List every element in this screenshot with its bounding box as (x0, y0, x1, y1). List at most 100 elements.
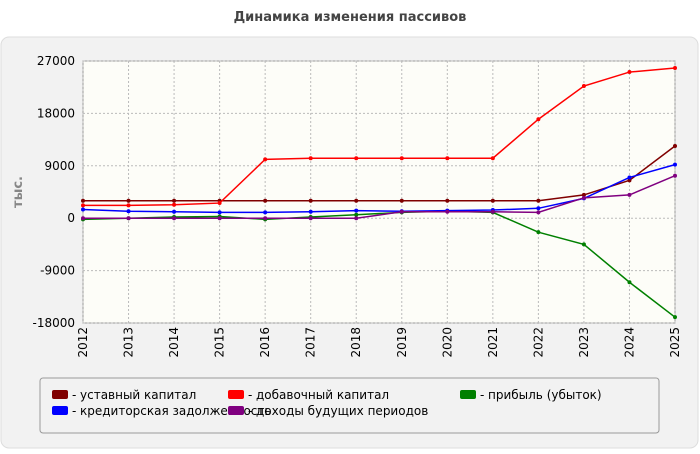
point (354, 216, 359, 221)
point (445, 209, 450, 214)
point (263, 210, 268, 215)
y-tick-label: 18000 (37, 106, 75, 120)
legend-label: доходы будущих периодов (256, 404, 428, 418)
point (217, 210, 222, 215)
plot-area (82, 60, 676, 324)
point (536, 206, 541, 211)
series-line (83, 67, 676, 207)
y-tick-label: 9000 (44, 159, 75, 173)
y-tick-label: -9000 (40, 264, 75, 278)
x-tick-label: 2019 (395, 327, 409, 358)
point (81, 203, 85, 208)
point (673, 162, 677, 167)
point (126, 198, 131, 203)
point (126, 209, 131, 214)
legend-label: добавочный капитал (256, 388, 389, 402)
point (581, 195, 586, 200)
point (627, 280, 632, 285)
y-tick-label: 0 (67, 211, 75, 225)
point (308, 156, 313, 161)
point (126, 216, 131, 221)
point (673, 65, 677, 70)
point (308, 198, 313, 203)
x-tick-label: 2021 (486, 327, 500, 358)
point (217, 216, 222, 221)
x-tick-label: 2016 (258, 327, 272, 358)
point (354, 208, 359, 213)
legend-label: кредиторская задолженность (80, 404, 271, 418)
x-tick-label: 2013 (122, 327, 136, 358)
point (172, 198, 177, 203)
series-line (82, 210, 676, 318)
legend (39, 377, 660, 434)
point (673, 173, 677, 178)
point (172, 216, 177, 221)
point (172, 202, 177, 207)
point (627, 70, 632, 75)
point (490, 198, 495, 203)
point (627, 175, 632, 180)
x-tick-label: 2017 (304, 327, 318, 358)
legend-swatch (52, 390, 68, 399)
point (490, 156, 495, 161)
y-axis-label: тыс. (11, 176, 26, 208)
legend-swatch (228, 406, 244, 415)
point (627, 192, 632, 197)
series-line (83, 175, 676, 219)
legend-label: прибыль (убыток) (488, 388, 602, 402)
legend-swatch (228, 390, 244, 399)
x-tick-label: 2024 (622, 327, 636, 358)
point (308, 209, 313, 214)
point (673, 144, 677, 149)
point (399, 198, 404, 203)
legend-label: уставный капитал (80, 388, 196, 402)
point (445, 156, 450, 161)
point (354, 198, 359, 203)
legend-dash: - (480, 388, 484, 402)
legend-swatch (460, 390, 476, 399)
x-tick-label: 2020 (440, 327, 454, 358)
y-tick-label: -18000 (32, 316, 75, 330)
point (627, 178, 632, 183)
point (399, 156, 404, 161)
point (490, 209, 495, 214)
point (581, 84, 586, 89)
legend-dash: - (248, 404, 252, 418)
series-line (83, 145, 676, 202)
point (536, 210, 541, 215)
y-tick-label: 27000 (37, 54, 75, 68)
point (445, 198, 450, 203)
point (81, 198, 85, 203)
point (126, 203, 131, 208)
x-tick-label: 2023 (577, 327, 591, 358)
point (308, 216, 313, 221)
x-tick-label: 2015 (213, 327, 227, 358)
point (399, 209, 404, 214)
point (354, 156, 359, 161)
x-tick-label: 2018 (349, 327, 363, 358)
x-tick-label: 2012 (76, 327, 90, 358)
legend-dash: - (248, 388, 252, 402)
legend-dash: - (72, 388, 76, 402)
legend-dash: - (72, 404, 76, 418)
point (217, 201, 222, 206)
x-tick-label: 2014 (167, 327, 181, 358)
point (81, 216, 85, 221)
chart-title: Динамика изменения пассивов (234, 10, 467, 25)
point (536, 230, 541, 235)
legend-swatch (52, 406, 68, 415)
point (536, 198, 541, 203)
point (263, 216, 268, 221)
point (172, 209, 177, 214)
point (581, 192, 586, 197)
point (536, 117, 541, 122)
point (263, 198, 268, 203)
point (81, 207, 85, 212)
point (354, 212, 359, 217)
x-tick-label: 2022 (531, 327, 545, 358)
point (673, 315, 677, 320)
point (581, 242, 586, 247)
x-tick-label: 2025 (668, 327, 682, 358)
point (263, 157, 268, 162)
